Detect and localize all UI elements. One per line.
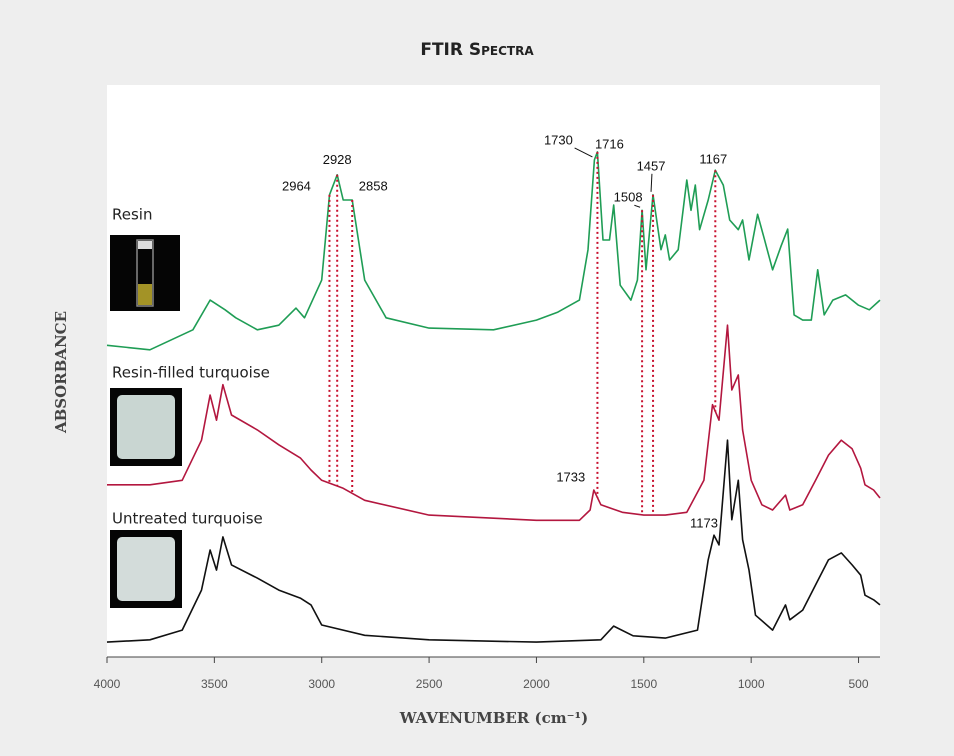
sample-photo — [110, 388, 182, 466]
peak-label: 1730 — [544, 132, 573, 147]
chart-title: FTIR Spectra — [420, 40, 534, 60]
peak-label: 1167 — [699, 152, 727, 167]
peak-label: 2858 — [359, 178, 388, 193]
sample-photo — [110, 530, 182, 608]
sample-photo — [110, 235, 180, 311]
x-tick-label: 3500 — [201, 677, 228, 691]
chart: FTIR Spectra WAVENUMBER (cm⁻¹) ABSORBANC… — [0, 0, 954, 756]
peak-label: 1508 — [614, 190, 643, 205]
x-axis-label: WAVENUMBER (cm⁻¹) — [399, 709, 588, 727]
y-axis-label: ABSORBANCE — [52, 311, 70, 434]
series-label: Untreated turquoise — [112, 510, 263, 528]
x-tick-label: 2000 — [523, 677, 550, 691]
peak-label: 2928 — [323, 152, 352, 167]
peak-label: 1457 — [637, 158, 666, 173]
x-tick-label: 1000 — [738, 677, 765, 691]
x-tick-label: 500 — [849, 677, 869, 691]
peak-label: 1716 — [595, 136, 624, 151]
peak-label: 1733 — [556, 469, 585, 484]
x-tick-label: 2500 — [416, 677, 443, 691]
series-label: Resin-filled turquoise — [112, 364, 270, 382]
series-label: Resin — [112, 206, 152, 224]
peak-label: 1173 — [690, 516, 718, 531]
x-tick-label: 3000 — [308, 677, 335, 691]
peak-label: 2964 — [282, 178, 311, 193]
x-tick-label: 4000 — [94, 677, 121, 691]
x-tick-label: 1500 — [630, 677, 657, 691]
